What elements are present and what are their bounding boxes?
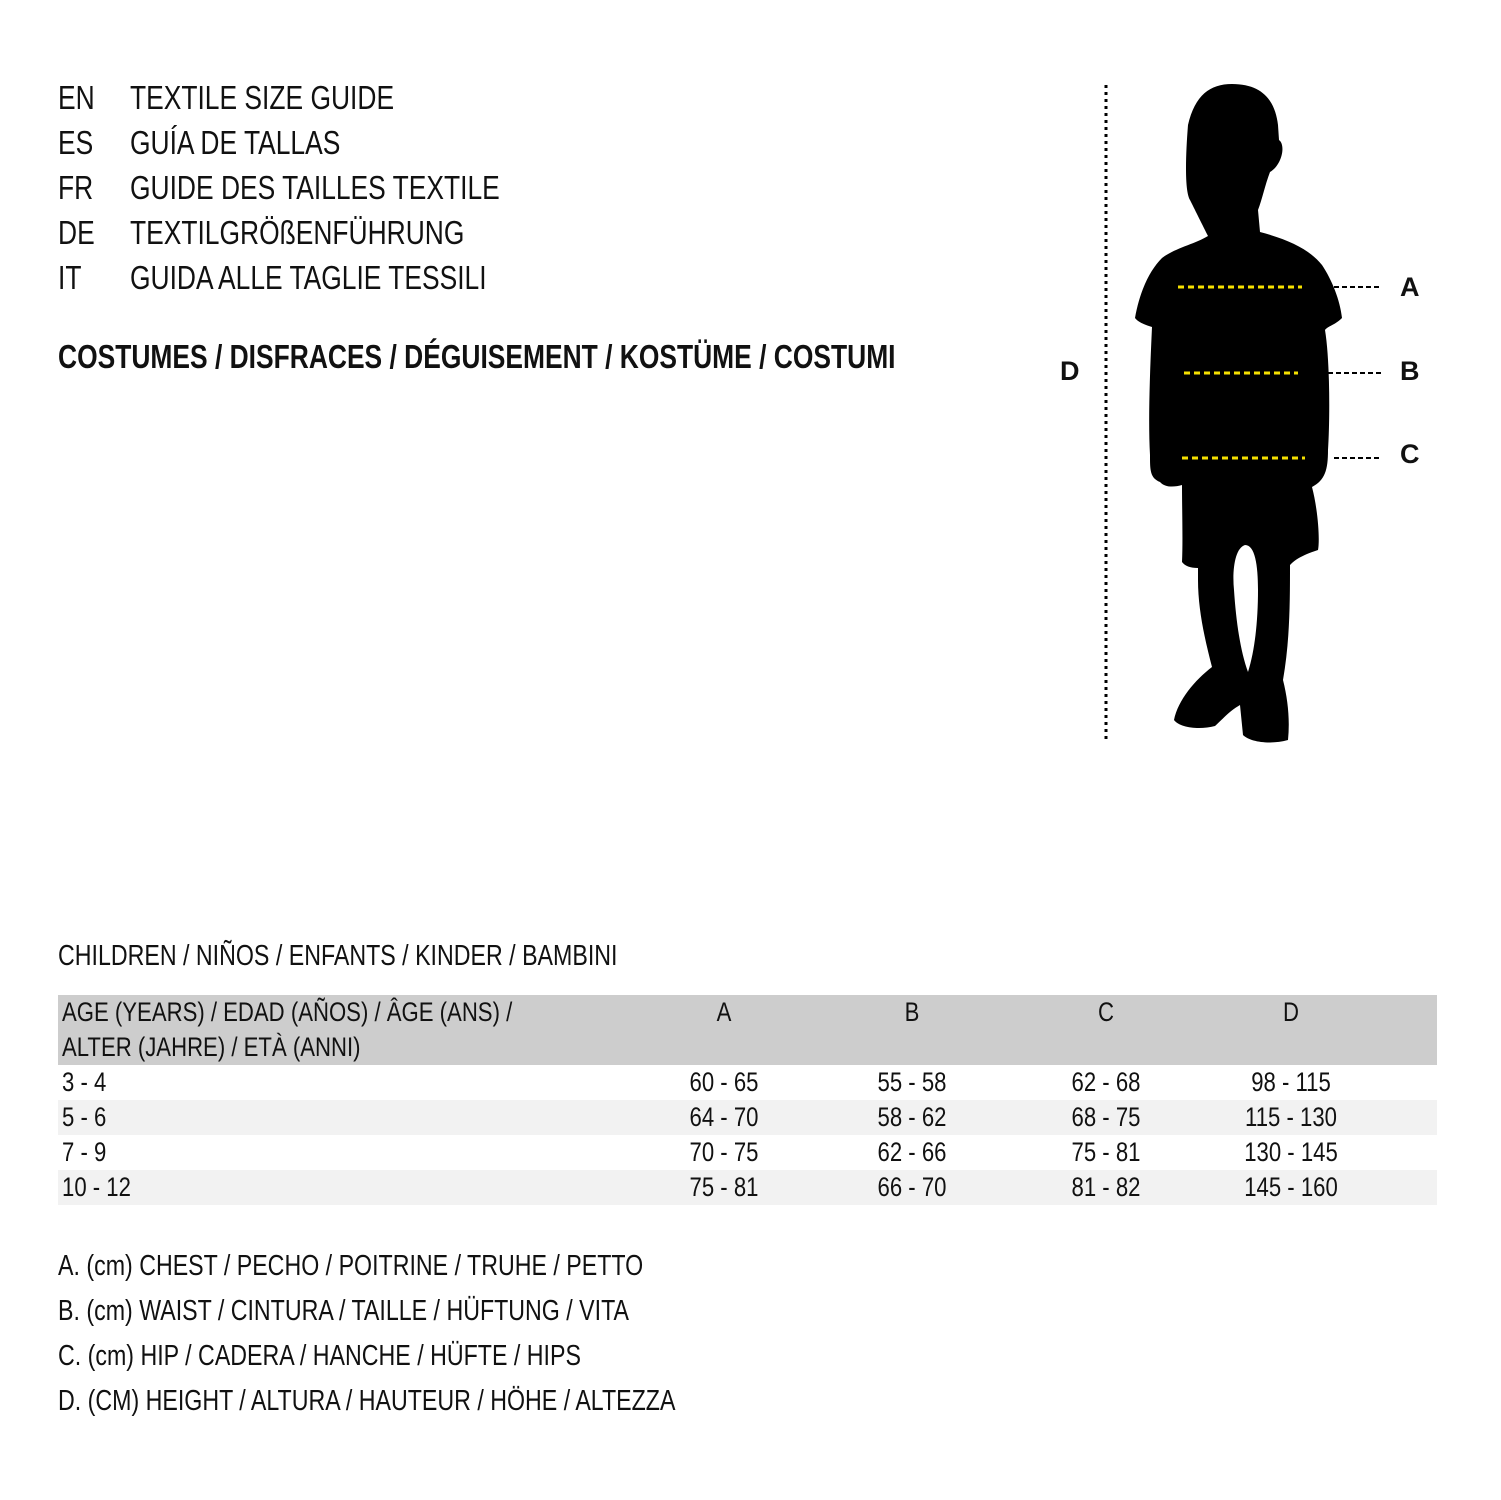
cell-d: 130 - 145: [1244, 1137, 1338, 1167]
table-row: 3 - 4 60 - 65 55 - 58 62 - 68 98 - 115: [58, 1065, 1437, 1100]
header-a: A: [716, 997, 732, 1027]
category-heading: COSTUMES / DISFRACES / DÉGUISEMENT / KOS…: [58, 338, 896, 375]
age-cell: 7 - 9: [62, 1137, 107, 1167]
silhouette: [1135, 84, 1342, 743]
cell-b: 66 - 70: [877, 1172, 947, 1202]
label-c: C: [1400, 439, 1420, 469]
header-d: D: [1283, 997, 1299, 1027]
lang-code-fr: FR: [58, 169, 94, 206]
legend-hip: C. (cm) HIP / CADERA / HANCHE / HÜFTE / …: [58, 1340, 581, 1372]
label-d: D: [1060, 356, 1080, 386]
table-row: 10 - 12 75 - 81 66 - 70 81 - 82 145 - 16…: [58, 1170, 1437, 1205]
legend-height: D. (CM) HEIGHT / ALTURA / HAUTEUR / HÖHE…: [58, 1385, 676, 1417]
title-es: GUÍA DE TALLAS: [130, 124, 341, 161]
cell-a: 70 - 75: [689, 1137, 759, 1167]
table-row: 7 - 9 70 - 75 62 - 66 75 - 81 130 - 145: [58, 1135, 1437, 1170]
lang-code-es: ES: [58, 124, 94, 161]
label-a: A: [1400, 272, 1420, 302]
cell-c: 81 - 82: [1071, 1172, 1141, 1202]
table-row: 5 - 6 64 - 70 58 - 62 68 - 75 115 - 130: [58, 1100, 1437, 1135]
cell-c: 75 - 81: [1071, 1137, 1141, 1167]
size-table: AGE (YEARS) / EDAD (AÑOS) / ÂGE (ANS) / …: [58, 995, 1437, 1205]
age-cell: 3 - 4: [62, 1067, 107, 1097]
lang-code-it: IT: [58, 259, 82, 296]
title-en: TEXTILE SIZE GUIDE: [130, 79, 395, 116]
legend-waist: B. (cm) WAIST / CINTURA / TAILLE / HÜFTU…: [58, 1295, 630, 1327]
cell-b: 58 - 62: [877, 1102, 947, 1132]
table-title: CHILDREN / NIÑOS / ENFANTS / KINDER / BA…: [58, 940, 618, 972]
age-cell: 10 - 12: [62, 1172, 131, 1202]
cell-d: 145 - 160: [1244, 1172, 1338, 1202]
header-c: C: [1098, 997, 1114, 1027]
header-age-line1: AGE (YEARS) / EDAD (AÑOS) / ÂGE (ANS) /: [62, 997, 513, 1027]
lang-code-de: DE: [58, 214, 95, 251]
age-cell: 5 - 6: [62, 1102, 107, 1132]
table-header: AGE (YEARS) / EDAD (AÑOS) / ÂGE (ANS) / …: [58, 995, 1437, 1065]
legend-chest: A. (cm) CHEST / PECHO / POITRINE / TRUHE…: [58, 1250, 644, 1282]
cell-b: 62 - 66: [877, 1137, 947, 1167]
cell-c: 68 - 75: [1071, 1102, 1141, 1132]
header-age-line2: ALTER (JAHRE) / ETÀ (ANNI): [62, 1032, 361, 1062]
title-fr: GUIDE DES TAILLES TEXTILE: [130, 169, 500, 206]
cell-b: 55 - 58: [877, 1067, 947, 1097]
title-de: TEXTILGRÖßENFÜHRUNG: [130, 214, 465, 251]
cell-d: 115 - 130: [1245, 1102, 1337, 1132]
title-it: GUIDA ALLE TAGLIE TESSILI: [130, 259, 487, 296]
cell-a: 64 - 70: [689, 1102, 759, 1132]
cell-a: 60 - 65: [689, 1067, 759, 1097]
label-b: B: [1400, 356, 1420, 386]
cell-d: 98 - 115: [1251, 1067, 1331, 1097]
cell-a: 75 - 81: [689, 1172, 759, 1202]
child-silhouette-icon: [1104, 84, 1382, 743]
lang-code-en: EN: [58, 79, 95, 116]
header-b: B: [904, 997, 920, 1027]
cell-c: 62 - 68: [1071, 1067, 1141, 1097]
